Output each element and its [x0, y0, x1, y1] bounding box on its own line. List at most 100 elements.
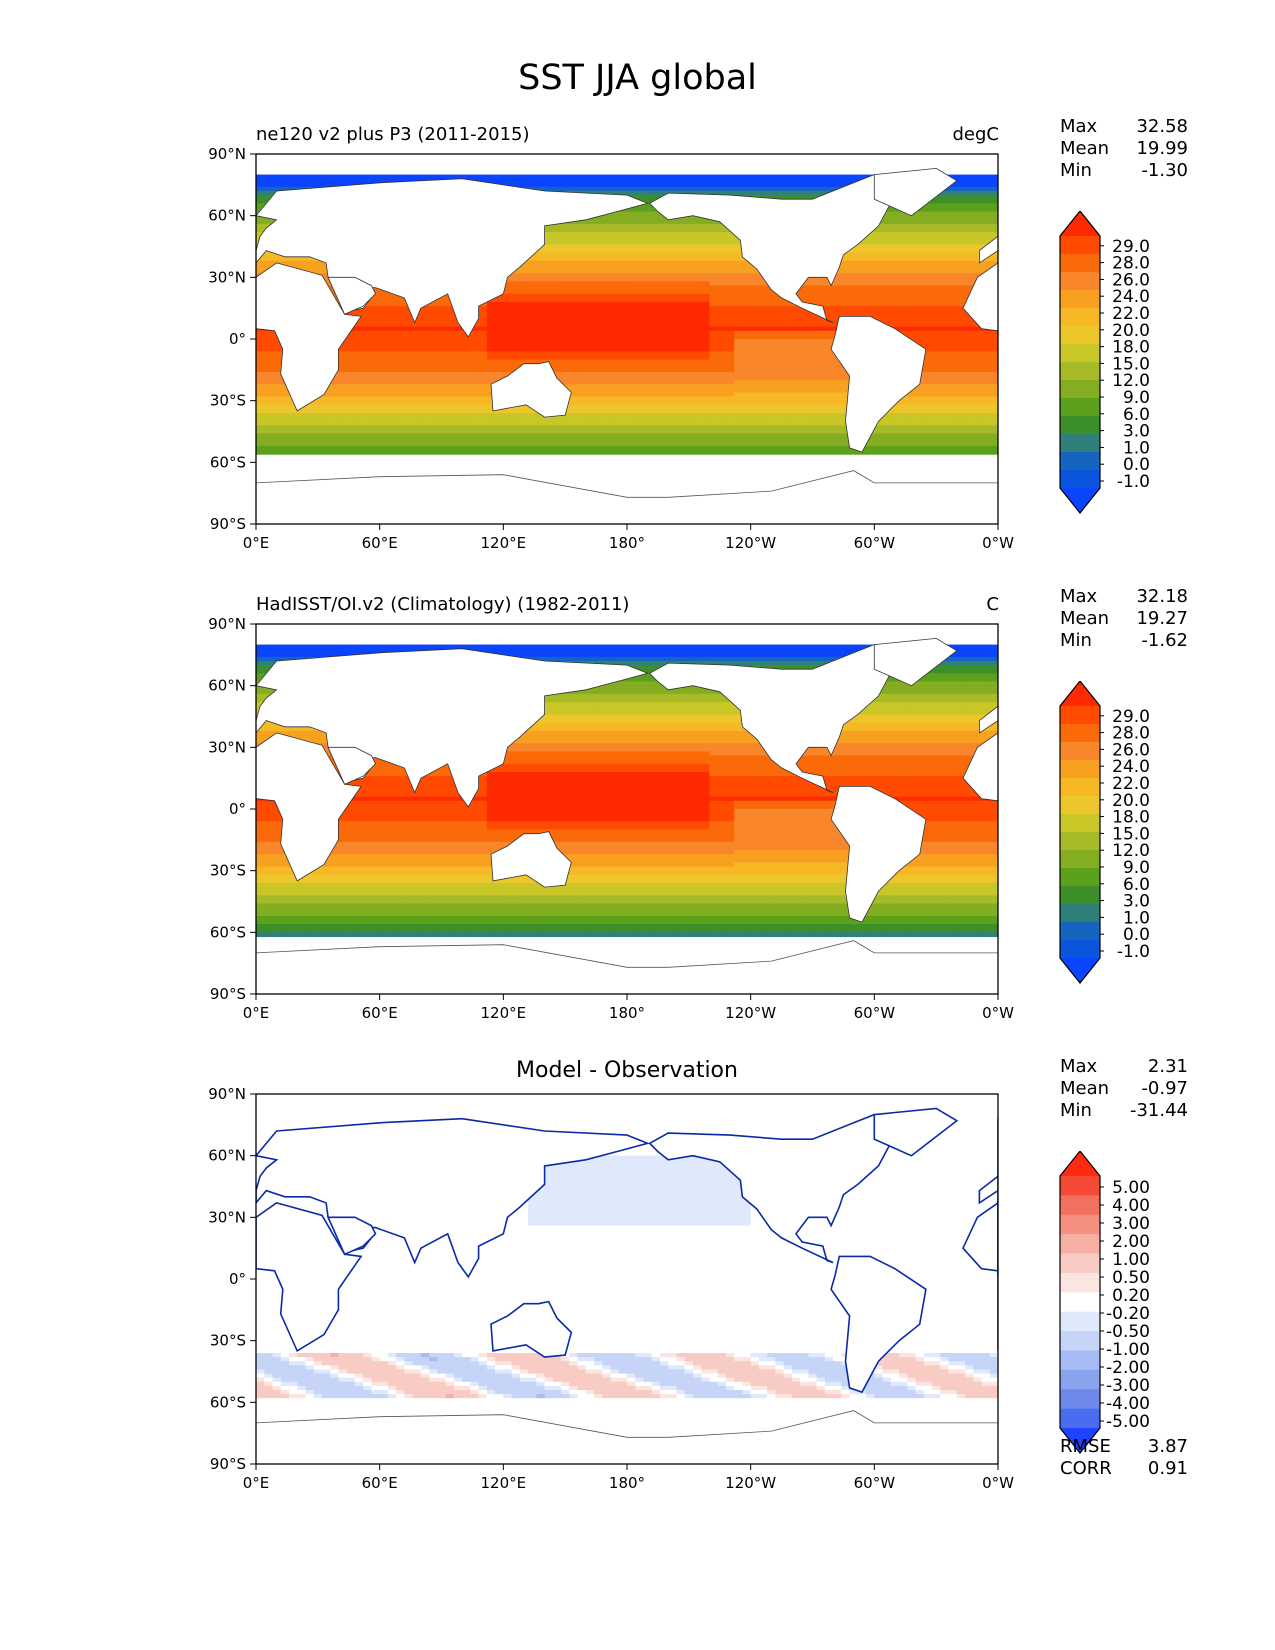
- land-greenland: [873, 1107, 959, 1157]
- max-value: 32.58: [1136, 116, 1188, 137]
- lat-tick-label: 90°S: [210, 985, 246, 1003]
- land-australia: [490, 361, 572, 418]
- colorbar-label: -1.0: [1117, 472, 1150, 492]
- colorbar-label: 3.00: [1112, 1214, 1150, 1234]
- colorbar-label: 12.0: [1112, 841, 1150, 861]
- colorbar-label: 4.00: [1112, 1196, 1150, 1216]
- colorbar-swatch: [1060, 868, 1100, 887]
- colorbar-swatch: [1060, 850, 1100, 869]
- colorbar-label: -2.00: [1106, 1358, 1150, 1378]
- colorbar-swatch: [1060, 1195, 1100, 1216]
- colorbar-label: 18.0: [1112, 338, 1150, 358]
- colorbar-label: 20.0: [1112, 321, 1150, 341]
- lat-tick-label: 30°S: [210, 862, 246, 880]
- lat-tick-label: 30°N: [208, 268, 246, 286]
- lat-tick-label: 0°: [229, 1270, 246, 1288]
- land-australia: [490, 831, 572, 888]
- min-value: -1.62: [1141, 630, 1188, 651]
- colorbar-swatch: [1060, 1272, 1100, 1293]
- colorbar-swatch: [1060, 1234, 1100, 1255]
- colorbar-label: 22.0: [1112, 304, 1150, 324]
- min-value: -31.44: [1129, 1100, 1188, 1121]
- land-greenland: [873, 167, 958, 217]
- colorbar-label: 18.0: [1112, 808, 1150, 828]
- colorbar-swatch: [1060, 1408, 1100, 1429]
- lon-tick-label: 60°W: [854, 1474, 896, 1492]
- map-model: 90°N 60°N 30°N 0° 30°S 60°S 90°S0°E 60°E 120°E 18…: [208, 145, 1014, 552]
- min-label: Min: [1060, 1100, 1092, 1121]
- max-label: Max: [1060, 116, 1098, 137]
- colorbar-swatch: [1060, 380, 1100, 399]
- lon-tick-label: 120°W: [725, 1004, 776, 1022]
- land-africa: [256, 732, 362, 882]
- lon-tick-label: 120°E: [481, 1004, 527, 1022]
- colorbar-extend-top: [1060, 1151, 1100, 1176]
- land-africa: [962, 732, 998, 881]
- colorbar-swatch: [1060, 742, 1100, 761]
- colorbar-label: -1.00: [1106, 1340, 1150, 1360]
- colorbar-swatch: [1060, 922, 1100, 941]
- panel-diff-title: Model - Observation: [516, 1058, 738, 1083]
- colorbar-swatch: [1060, 416, 1100, 435]
- colorbar-label: 9.0: [1123, 858, 1150, 878]
- colorbar-swatch: [1060, 398, 1100, 417]
- lon-tick-label: 120°W: [725, 534, 776, 552]
- land-eurasia: [979, 178, 998, 337]
- corr-label: CORR: [1060, 1458, 1112, 1479]
- colorbar-label: -4.00: [1106, 1394, 1150, 1414]
- lat-tick-label: 60°N: [208, 207, 246, 225]
- colorbar-swatch: [1060, 796, 1100, 815]
- colorbar-label: 9.0: [1123, 388, 1150, 408]
- colorbar-label: 6.0: [1123, 875, 1150, 895]
- lon-tick-label: 120°E: [481, 534, 527, 552]
- lat-tick-label: 60°N: [208, 677, 246, 695]
- lon-tick-label: 180°: [609, 534, 645, 552]
- colorbar-label: 28.0: [1112, 724, 1150, 744]
- colorbar-label: 24.0: [1112, 757, 1150, 777]
- colorbar-swatch: [1060, 724, 1100, 743]
- colorbar-label: -5.00: [1106, 1412, 1150, 1432]
- colorbar-swatch: [1060, 940, 1100, 959]
- colorbar-label: 2.00: [1112, 1232, 1150, 1252]
- colorbar-model: 29.028.026.024.022.020.018.015.012.09.06…: [1059, 211, 1150, 514]
- colorbar-extend-bottom: [1060, 958, 1100, 983]
- max-value: 32.18: [1136, 586, 1188, 607]
- land-southAmerica: [830, 1255, 927, 1394]
- colorbar-extend-bottom: [1060, 1428, 1100, 1453]
- corr-value: 0.91: [1147, 1458, 1188, 1479]
- panel-obs-units: C: [986, 594, 999, 615]
- min-label: Min: [1060, 630, 1092, 651]
- lon-tick-label: 60°W: [854, 1004, 896, 1022]
- colorbar-label: 1.0: [1123, 438, 1150, 458]
- lon-tick-label: 0°E: [243, 1474, 270, 1492]
- colorbar-label: 29.0: [1112, 237, 1150, 257]
- max-value: 2.31: [1147, 1056, 1188, 1077]
- colorbar-swatch: [1060, 1253, 1100, 1274]
- colorbar-swatch: [1060, 1176, 1100, 1196]
- colorbar-label: 0.20: [1112, 1286, 1150, 1306]
- panel-diff-stats: Max 2.31 Mean -0.97 Min -31.44: [1060, 1056, 1188, 1122]
- lat-tick-label: 90°N: [208, 145, 246, 163]
- lon-tick-label: 60°E: [362, 534, 398, 552]
- land-arabia: [327, 746, 376, 785]
- colorbar-extend-bottom: [1060, 488, 1100, 513]
- land-northAmerica: [649, 174, 896, 323]
- colorbar-swatch: [1060, 832, 1100, 851]
- panel-model-units: degC: [952, 124, 1000, 145]
- lon-tick-label: 60°E: [362, 1004, 398, 1022]
- colorbar-label: 28.0: [1112, 254, 1150, 274]
- colorbar-swatch: [1060, 814, 1100, 833]
- lon-tick-label: 120°W: [725, 1474, 776, 1492]
- panel-model-stats: Max 32.58 Mean 19.99 Min -1.30: [1060, 116, 1188, 182]
- colorbar-swatch: [1060, 290, 1100, 309]
- colorbar-swatch: [1060, 344, 1100, 363]
- lon-tick-label: 180°: [609, 1004, 645, 1022]
- colorbar-label: 1.0: [1123, 908, 1150, 928]
- colorbar-label: 0.0: [1123, 455, 1150, 475]
- min-value: -1.30: [1141, 160, 1188, 181]
- colorbar-label: -1.0: [1117, 942, 1150, 962]
- land-antarctica: [256, 470, 998, 524]
- lon-tick-label: 0°E: [243, 534, 270, 552]
- panel-obs-stats: Max 32.18 Mean 19.27 Min -1.62: [1060, 586, 1188, 652]
- lat-tick-label: 90°N: [208, 1085, 246, 1103]
